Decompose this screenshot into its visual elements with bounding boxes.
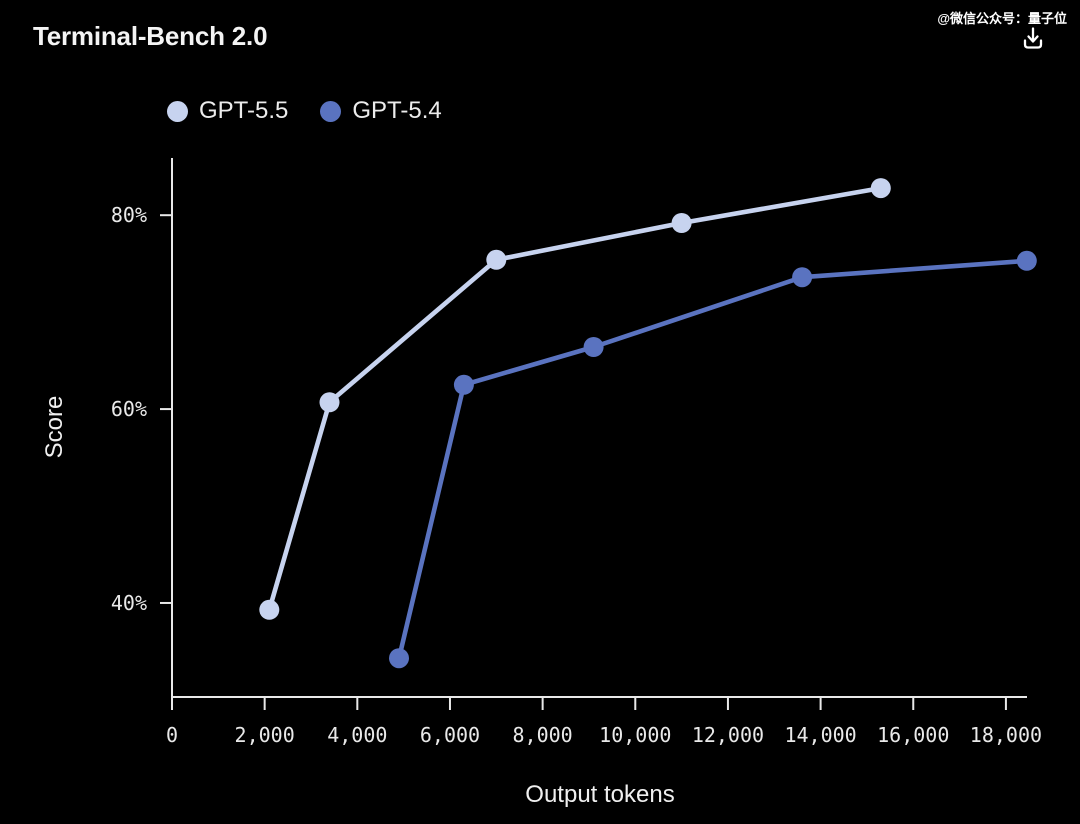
legend: GPT-5.5 GPT-5.4 (167, 97, 442, 125)
watermark-text: @微信公众号：量子位 (937, 11, 1067, 26)
data-point-gpt-5-5 (486, 249, 507, 270)
download-button[interactable] (1020, 25, 1046, 51)
x-tick-label: 8,000 (513, 723, 573, 747)
x-tick-label: 16,000 (877, 723, 949, 747)
data-point-gpt-5-4 (583, 337, 604, 357)
data-point-gpt-5-4 (1016, 250, 1037, 271)
series-line-gpt-5-4 (396, 258, 1030, 661)
legend-label-gpt-5-4: GPT-5.4 (352, 97, 442, 124)
legend-dot-gpt-5-4 (320, 100, 342, 122)
legend-item-gpt-5-4: GPT-5.4 (320, 97, 442, 125)
data-point-gpt-5-5 (671, 213, 692, 233)
x-tick-label: 18,000 (970, 723, 1042, 747)
data-point-gpt-5-4 (389, 648, 409, 669)
x-tick-label: 0 (166, 723, 178, 747)
x-axis-label: Output tokens (525, 781, 675, 808)
legend-label-gpt-5-5: GPT-5.5 (199, 97, 289, 124)
y-tick-label: 60% (111, 397, 147, 421)
data-point-gpt-5-5 (259, 599, 280, 620)
legend-dot-gpt-5-5 (167, 100, 188, 122)
x-tick-label: 14,000 (784, 723, 856, 747)
data-point-gpt-5-5 (319, 392, 340, 413)
y-axis-label: Score (41, 395, 68, 459)
page-title: Terminal-Bench 2.0 (33, 21, 268, 51)
y-tick-label: 40% (111, 591, 147, 615)
data-point-gpt-5-5 (870, 178, 891, 199)
legend-item-gpt-5-5: GPT-5.5 (167, 97, 288, 125)
y-tick-label: 80% (111, 203, 147, 227)
data-point-gpt-5-4 (453, 374, 474, 395)
x-tick-label: 6,000 (420, 723, 480, 747)
download-icon (1023, 27, 1043, 49)
x-tick-label: 4,000 (327, 723, 387, 747)
x-tick-label: 2,000 (235, 723, 295, 747)
series-line-gpt-5-5 (266, 185, 884, 613)
x-tick-label: 12,000 (692, 723, 764, 747)
data-point-gpt-5-4 (792, 267, 813, 288)
x-tick-label: 10,000 (599, 723, 671, 747)
